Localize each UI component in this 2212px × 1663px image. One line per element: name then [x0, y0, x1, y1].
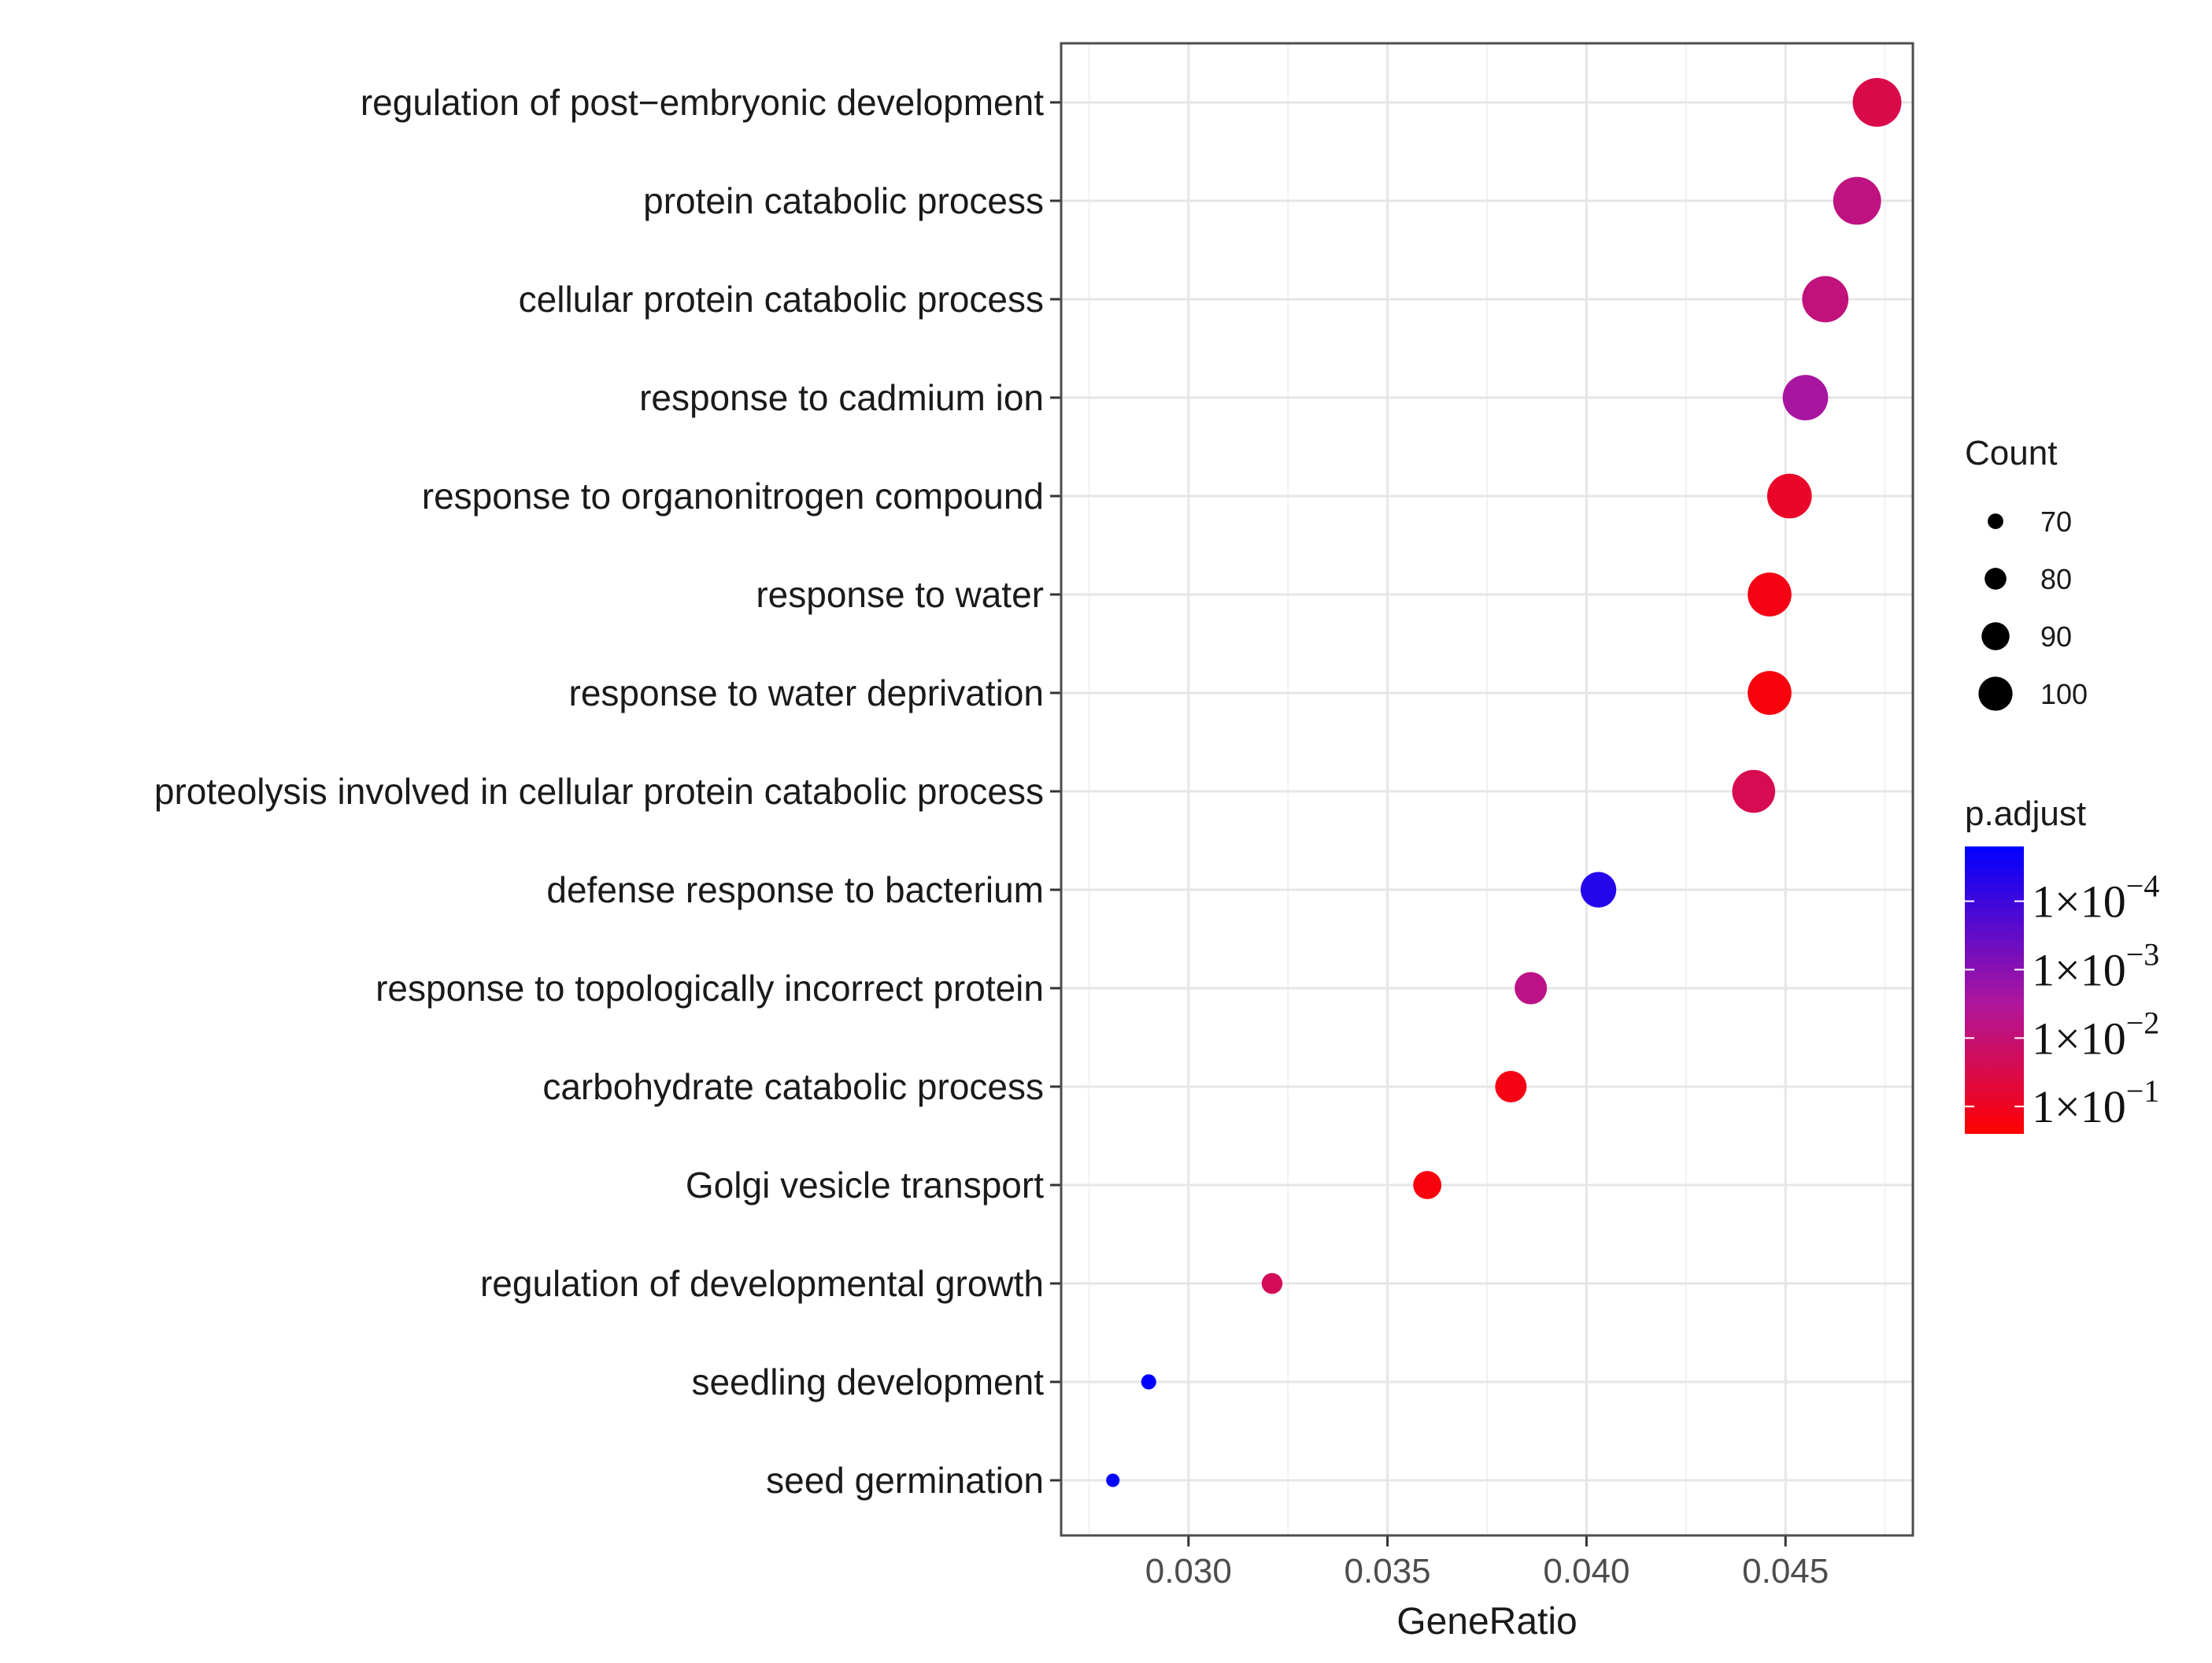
data-point [1515, 972, 1548, 1005]
y-tick-label: carbohydrate catabolic process [542, 1066, 1044, 1107]
data-point [1106, 1473, 1120, 1487]
x-tick-label: 0.030 [1145, 1552, 1232, 1591]
y-tick-label: response to topologically incorrect prot… [375, 968, 1044, 1009]
count-legend-dot [1978, 676, 2013, 711]
y-axis-labels: regulation of post−embryonic development… [154, 82, 1044, 1501]
y-tick-label: regulation of post−embryonic development [361, 82, 1044, 123]
x-tick-label: 0.040 [1543, 1552, 1629, 1591]
data-point [1732, 769, 1776, 813]
data-point [1580, 872, 1617, 908]
y-tick-label: regulation of developmental growth [480, 1263, 1044, 1304]
data-point [1748, 671, 1792, 715]
data-point [1495, 1071, 1527, 1102]
count-legend-label: 70 [2040, 506, 2072, 538]
colorbar-tick-label: 1×10−3 [2032, 936, 2159, 995]
y-tick-label: response to water deprivation [569, 672, 1044, 713]
count-legend-dot [1988, 513, 2003, 529]
colorbar-tick-label: 1×10−2 [2032, 1005, 2159, 1064]
y-tick-label: response to cadmium ion [639, 377, 1044, 418]
count-legend-title: Count [1965, 434, 2057, 472]
y-tick-label: seedling development [691, 1361, 1044, 1402]
y-tick-label: protein catabolic process [643, 180, 1044, 221]
count-legend-dot [1981, 622, 2010, 650]
count-legend-label: 80 [2040, 563, 2072, 595]
colorbar-tick-label: 1×10−1 [2032, 1073, 2159, 1132]
plot-panel-border [1060, 42, 1914, 1537]
y-tick-label: seed germination [766, 1460, 1044, 1501]
p-adjust-legend-title: p.adjust [1965, 794, 2086, 833]
count-legend-label: 100 [2040, 678, 2088, 710]
data-point [1766, 473, 1812, 519]
y-axis-ticks [1050, 101, 1061, 1482]
count-legend-dot [1985, 568, 2007, 590]
data-point [1782, 375, 1829, 420]
data-point [1261, 1272, 1283, 1294]
x-axis-ticks: 0.030 0.035 0.040 0.045 [1145, 1535, 1829, 1591]
p-adjust-colorbar [1965, 846, 2024, 1134]
y-tick-label: cellular protein catabolic process [519, 279, 1044, 320]
data-points [1106, 78, 1902, 1487]
y-tick-label: Golgi vesicle transport [686, 1165, 1044, 1206]
data-point [1748, 572, 1792, 617]
count-legend-label: 90 [2040, 620, 2072, 653]
y-tick-label: response to water [756, 574, 1044, 615]
count-legend: Count 70 80 90 100 [1965, 434, 2088, 711]
x-axis-title: GeneRatio [1396, 1601, 1577, 1643]
x-tick-label: 0.045 [1742, 1552, 1829, 1591]
data-point [1833, 176, 1881, 225]
y-tick-label: proteolysis involved in cellular protein… [154, 771, 1044, 812]
data-point [1141, 1374, 1156, 1390]
data-point [1802, 276, 1849, 323]
data-point [1413, 1171, 1442, 1199]
x-tick-label: 0.035 [1345, 1552, 1431, 1591]
data-point [1852, 78, 1902, 127]
p-adjust-legend: p.adjust 1×10−4 1×10−3 1×10−2 1×10−1 [1965, 794, 2159, 1134]
colorbar-tick-label: 1×10−4 [2032, 869, 2159, 928]
y-tick-label: defense response to bacterium [546, 869, 1044, 910]
y-tick-label: response to organonitrogen compound [422, 476, 1044, 517]
grid-lines [1061, 43, 1913, 1535]
